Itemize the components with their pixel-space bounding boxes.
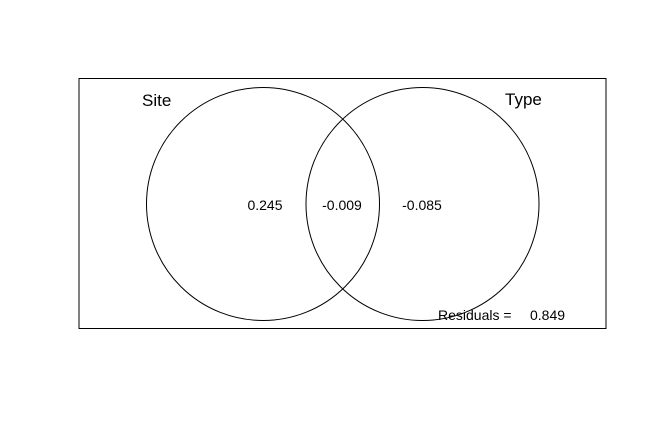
intersection-value: -0.009 [322,197,362,213]
residuals-label: Residuals = [438,307,512,323]
type-label: Type [505,90,542,109]
type-only-value: -0.085 [402,197,442,213]
site-label: Site [142,91,171,110]
residuals-value: 0.849 [530,307,565,323]
site-only-value: 0.245 [247,197,282,213]
plot-frame [78,78,607,329]
site-circle [146,87,380,321]
type-circle [305,87,540,321]
